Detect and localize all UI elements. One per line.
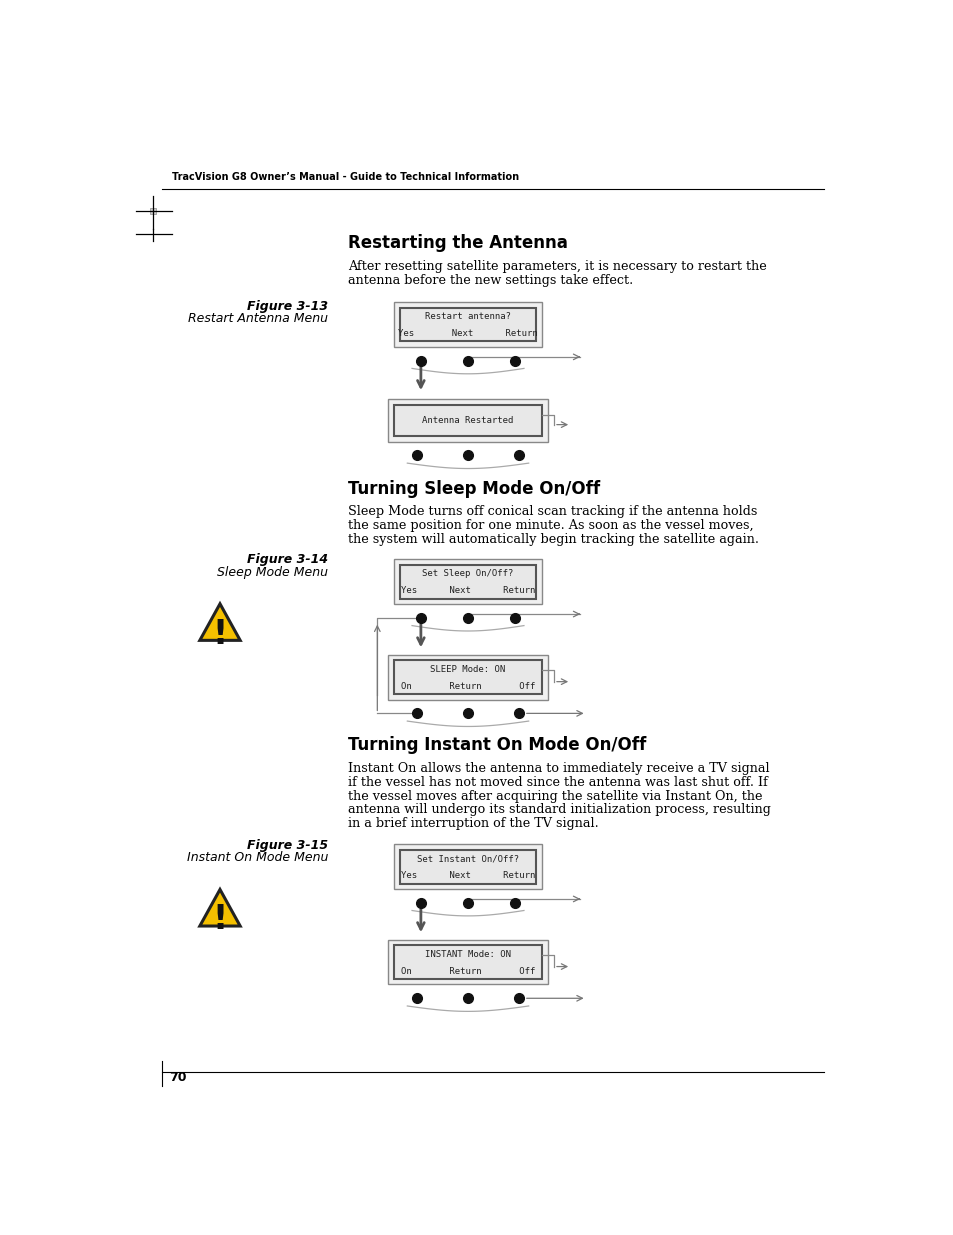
Text: Turning Sleep Mode On/Off: Turning Sleep Mode On/Off	[348, 480, 599, 498]
Text: the same position for one minute. As soon as the vessel moves,: the same position for one minute. As soo…	[348, 520, 753, 532]
Polygon shape	[199, 604, 240, 641]
Text: in a brief interruption of the TV signal.: in a brief interruption of the TV signal…	[348, 818, 598, 830]
Text: Restarting the Antenna: Restarting the Antenna	[348, 235, 567, 252]
Text: Figure 3-14: Figure 3-14	[247, 553, 328, 566]
Text: Figure 3-13: Figure 3-13	[247, 300, 328, 312]
Bar	[394, 845, 541, 889]
Text: INSTANT Mode: ON: INSTANT Mode: ON	[424, 950, 511, 958]
Bar	[399, 850, 536, 883]
Text: 70: 70	[170, 1071, 187, 1084]
Text: !: !	[213, 618, 228, 651]
Bar	[388, 399, 547, 442]
Text: Instant On allows the antenna to immediately receive a TV signal: Instant On allows the antenna to immedia…	[348, 762, 769, 774]
Text: Yes       Next      Return: Yes Next Return	[397, 329, 537, 338]
Text: Sleep Mode turns off conical scan tracking if the antenna holds: Sleep Mode turns off conical scan tracki…	[348, 505, 757, 519]
Polygon shape	[199, 889, 240, 926]
Text: On       Return       Off: On Return Off	[400, 682, 535, 690]
Text: SLEEP Mode: ON: SLEEP Mode: ON	[430, 664, 505, 673]
Text: Set Sleep On/Off?: Set Sleep On/Off?	[422, 569, 513, 578]
Text: Yes      Next      Return: Yes Next Return	[400, 871, 535, 881]
Text: After resetting satellite parameters, it is necessary to restart the: After resetting satellite parameters, it…	[348, 259, 766, 273]
Text: Yes      Next      Return: Yes Next Return	[400, 587, 535, 595]
Text: the vessel moves after acquiring the satellite via Instant On, the: the vessel moves after acquiring the sat…	[348, 789, 761, 803]
Bar	[394, 661, 542, 694]
Text: Antenna Restarted: Antenna Restarted	[422, 416, 513, 425]
Text: antenna before the new settings take effect.: antenna before the new settings take eff…	[348, 274, 633, 287]
Text: Figure 3-15: Figure 3-15	[247, 839, 328, 852]
Text: if the vessel has not moved since the antenna was last shut off. If: if the vessel has not moved since the an…	[348, 776, 767, 789]
Text: the system will automatically begin tracking the satellite again.: the system will automatically begin trac…	[348, 534, 758, 546]
Text: On       Return       Off: On Return Off	[400, 967, 535, 976]
Text: Restart Antenna Menu: Restart Antenna Menu	[189, 312, 328, 325]
Bar	[394, 559, 541, 604]
Text: Restart antenna?: Restart antenna?	[424, 312, 511, 321]
Bar	[394, 945, 542, 979]
Bar	[399, 308, 536, 341]
Text: Set Instant On/Off?: Set Instant On/Off?	[416, 855, 518, 863]
Bar	[394, 405, 542, 436]
Text: Sleep Mode Menu: Sleep Mode Menu	[217, 566, 328, 578]
Text: Turning Instant On Mode On/Off: Turning Instant On Mode On/Off	[348, 736, 645, 755]
Text: !: !	[213, 903, 228, 936]
Text: TracVision G8 Owner’s Manual - Guide to Technical Information: TracVision G8 Owner’s Manual - Guide to …	[172, 172, 518, 182]
Bar	[150, 209, 156, 215]
Bar	[399, 564, 536, 599]
Text: antenna will undergo its standard initialization process, resulting: antenna will undergo its standard initia…	[348, 804, 770, 816]
Bar	[388, 655, 547, 699]
Bar	[394, 303, 541, 347]
Text: Instant On Mode Menu: Instant On Mode Menu	[187, 851, 328, 864]
Bar	[388, 940, 547, 984]
